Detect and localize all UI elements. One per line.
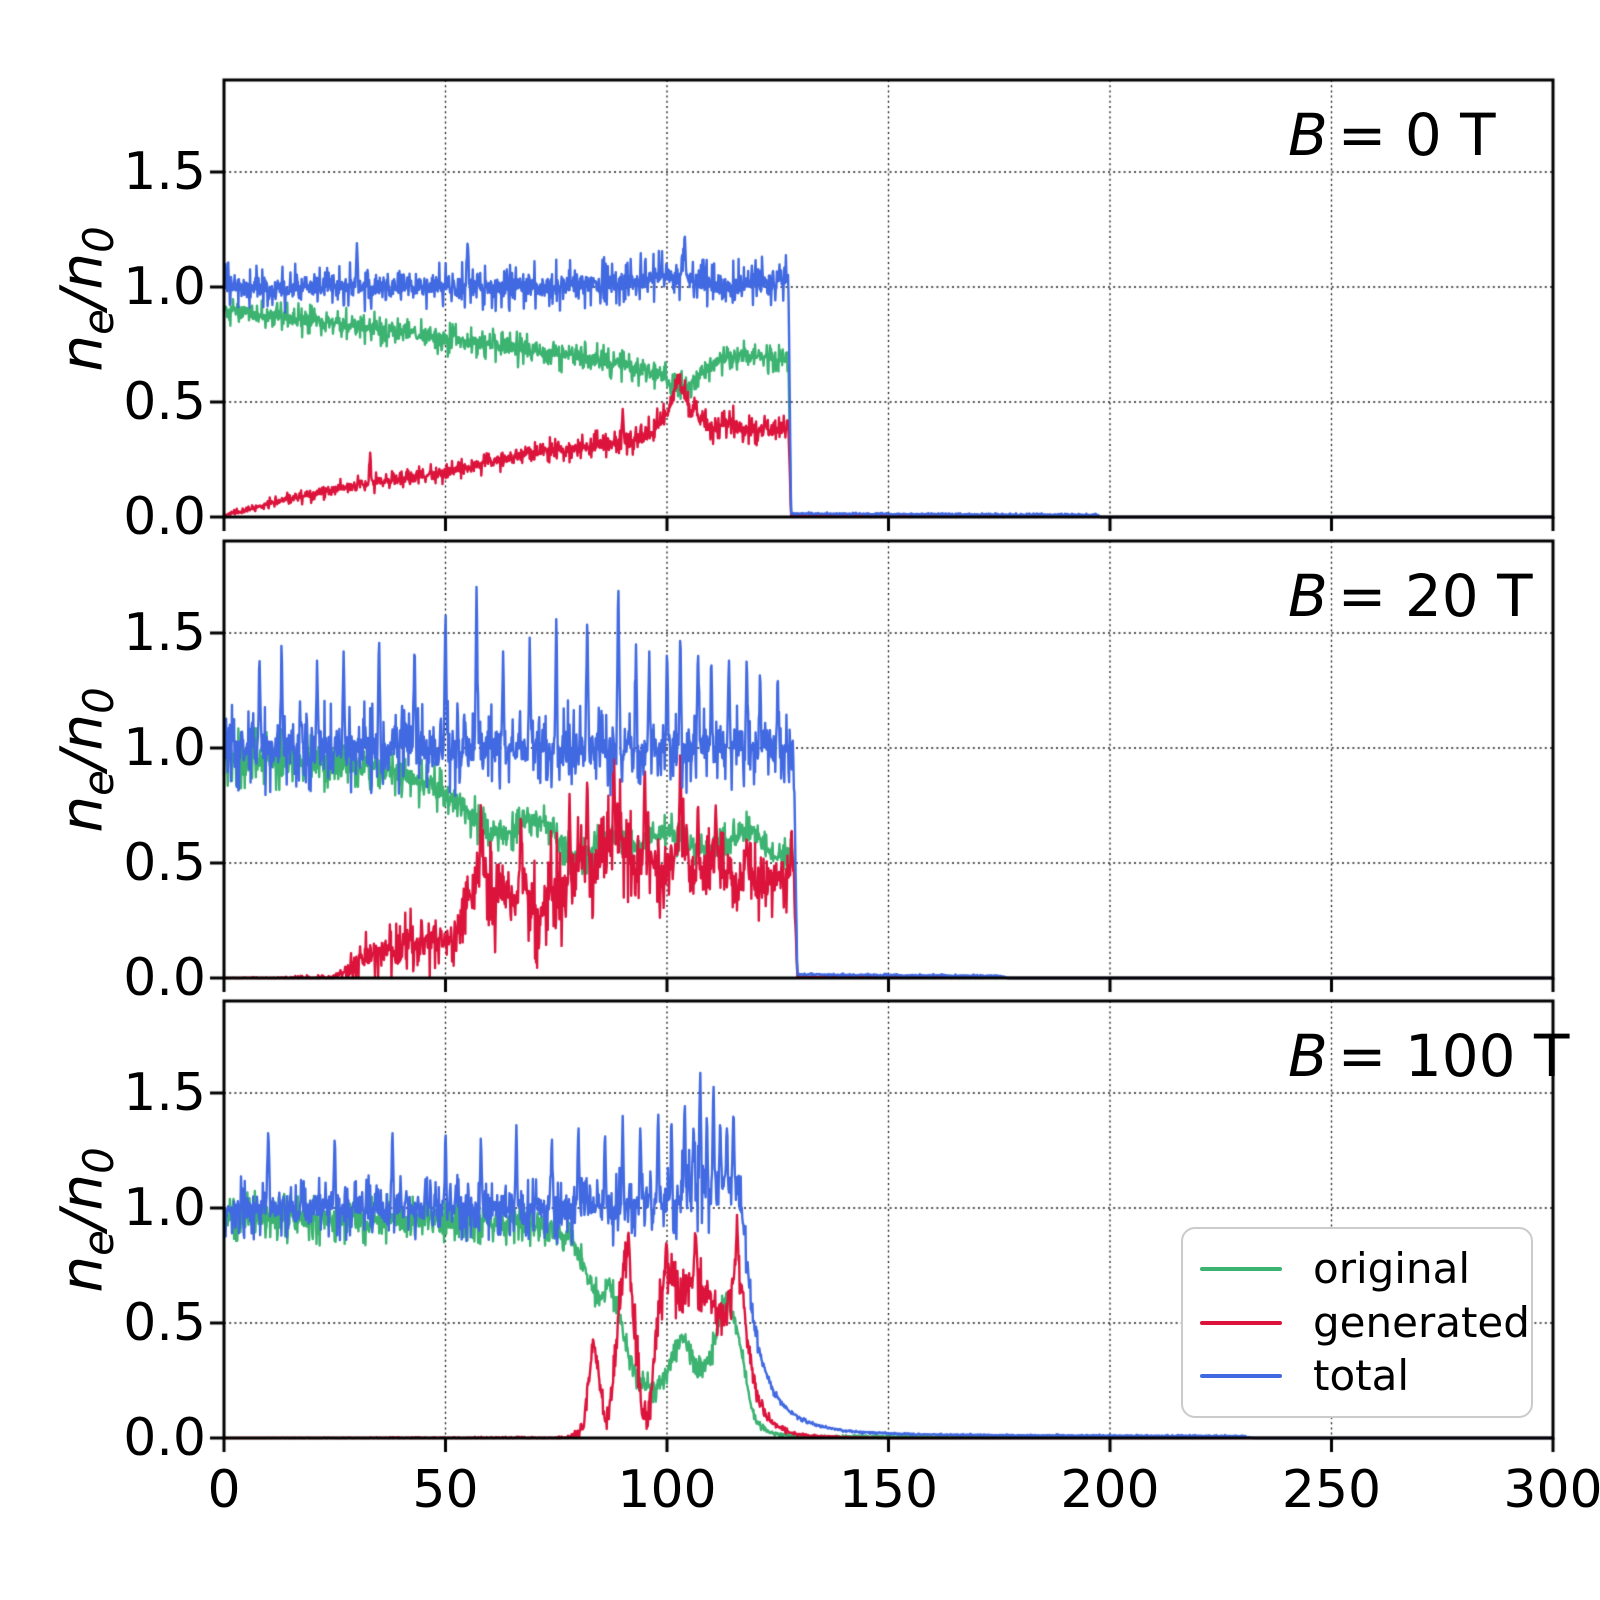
x-tick-label: 150 — [838, 1460, 939, 1520]
y-tick-label: 1.5 — [123, 1063, 206, 1123]
x-tick-label: 250 — [1281, 1460, 1382, 1520]
legend-line-generated — [1200, 1320, 1282, 1325]
y-tick-label: 1.0 — [123, 1178, 206, 1238]
legend-item: total — [1183, 1350, 1531, 1400]
x-tick-label: 50 — [412, 1460, 479, 1520]
y-tick-label: 0.5 — [123, 1293, 206, 1353]
y-axis-label: ne/n0 — [47, 687, 123, 833]
panel-annotation: B = 0 T — [1288, 101, 1496, 169]
y-tick-label: 1.0 — [123, 718, 206, 778]
x-tick-label: 300 — [1503, 1460, 1600, 1520]
legend-line-original — [1200, 1267, 1282, 1272]
y-tick-label: 1.5 — [123, 142, 206, 202]
y-tick-label: 0.0 — [123, 1408, 206, 1468]
y-tick-label: 1.5 — [123, 603, 206, 663]
legend: original generated total — [1181, 1227, 1533, 1418]
legend-label: generated — [1313, 1297, 1530, 1347]
y-axis-label: ne/n0 — [47, 1147, 123, 1293]
legend-label: original — [1313, 1244, 1470, 1294]
panel-annotation: B = 100 T — [1288, 1022, 1570, 1090]
y-tick-label: 0.0 — [123, 487, 206, 547]
y-tick-label: 1.0 — [123, 257, 206, 317]
x-tick-label: 0 — [207, 1460, 241, 1520]
x-tick-label: 200 — [1060, 1460, 1160, 1520]
y-tick-label: 0.0 — [123, 948, 206, 1008]
legend-item: generated — [1183, 1297, 1531, 1347]
x-tick-label: 100 — [617, 1460, 717, 1520]
y-tick-label: 0.5 — [123, 372, 206, 432]
legend-label: total — [1313, 1350, 1410, 1400]
legend-line-total — [1200, 1373, 1282, 1378]
panel-annotation: B = 20 T — [1288, 562, 1533, 630]
y-axis-label: ne/n0 — [47, 226, 123, 372]
legend-item: original — [1183, 1248, 1531, 1290]
y-tick-label: 0.5 — [123, 833, 206, 893]
